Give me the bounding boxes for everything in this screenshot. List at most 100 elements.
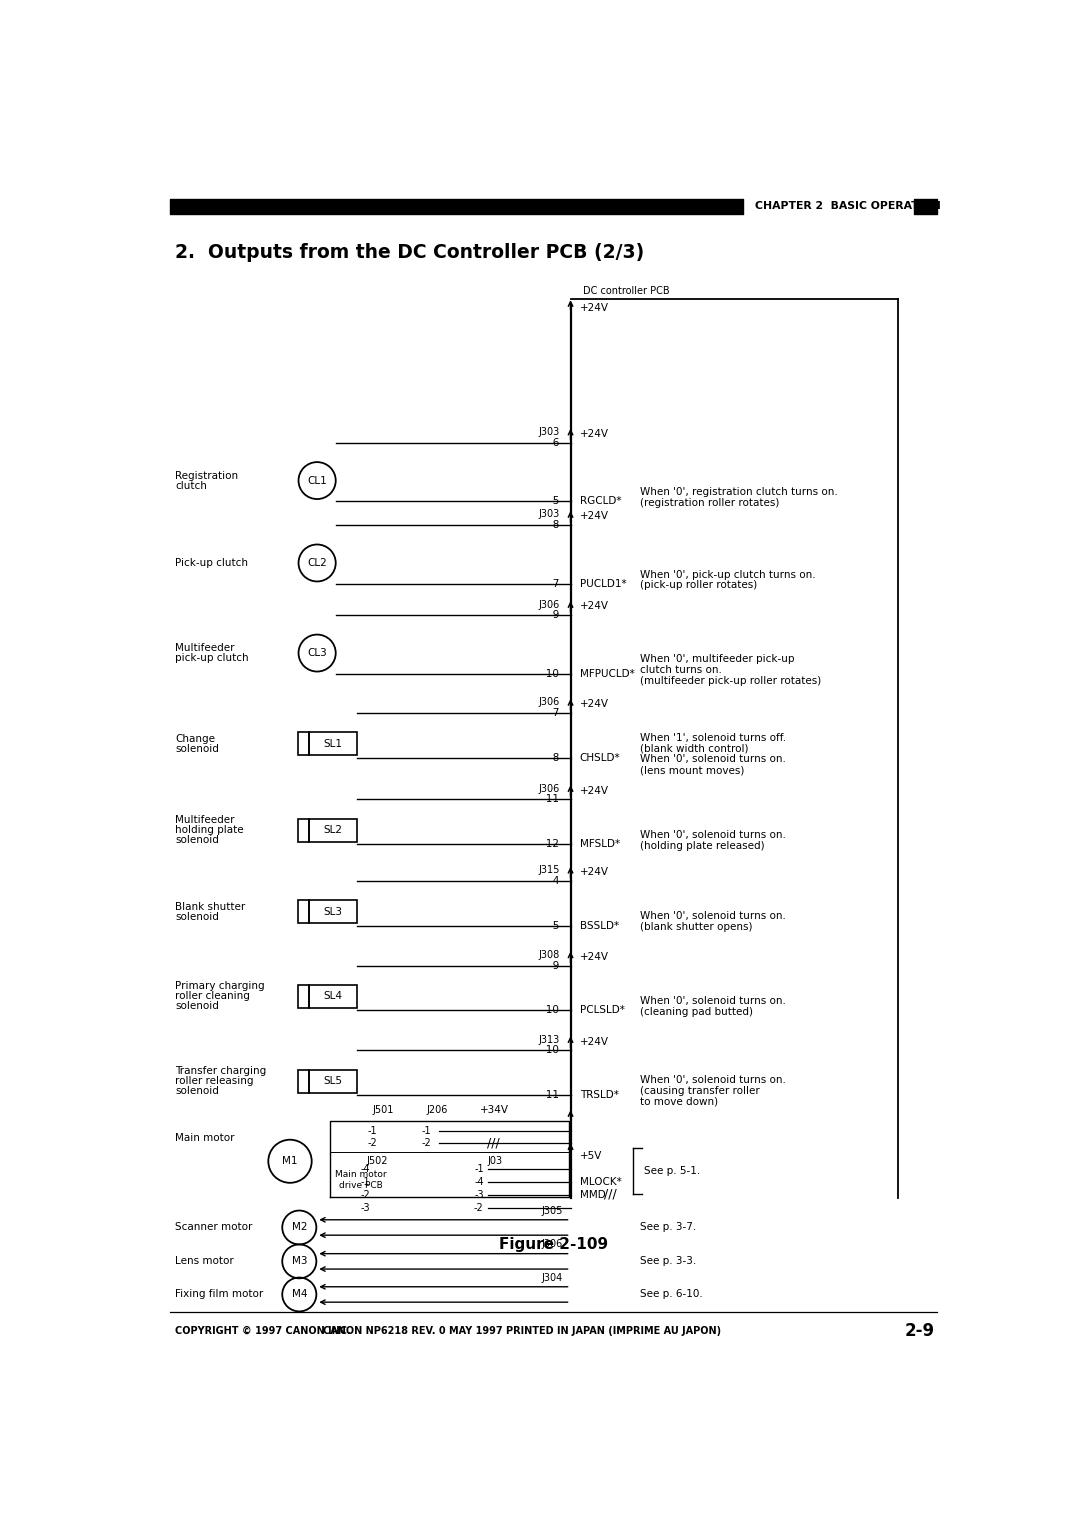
Text: CL3: CL3 — [307, 648, 327, 659]
Text: 2-9: 2-9 — [905, 1322, 935, 1340]
Text: CL2: CL2 — [307, 558, 327, 568]
Text: TRSLD*: TRSLD* — [580, 1089, 619, 1100]
Text: Scanner motor: Scanner motor — [175, 1222, 253, 1233]
Text: Main motor: Main motor — [175, 1134, 234, 1143]
Text: CANON NP6218 REV. 0 MAY 1997 PRINTED IN JAPAN (IMPRIME AU JAPON): CANON NP6218 REV. 0 MAY 1997 PRINTED IN … — [323, 1326, 721, 1335]
Text: +24V: +24V — [580, 602, 609, 611]
Text: J304: J304 — [541, 1273, 563, 1282]
Text: Transfer charging: Transfer charging — [175, 1067, 267, 1076]
Text: When '1', solenoid turns off.: When '1', solenoid turns off. — [640, 733, 786, 743]
Bar — [309, 1070, 356, 1093]
Text: PCLSLD*: PCLSLD* — [580, 1005, 624, 1015]
Text: roller releasing: roller releasing — [175, 1076, 254, 1086]
Text: BSSLD*: BSSLD* — [580, 921, 619, 931]
Text: 2.  Outputs from the DC Controller PCB (2/3): 2. Outputs from the DC Controller PCB (2… — [175, 243, 645, 263]
Text: J306: J306 — [541, 1239, 563, 1250]
Text: When '0', registration clutch turns on.: When '0', registration clutch turns on. — [640, 487, 838, 497]
Text: Main motor
drive PCB: Main motor drive PCB — [336, 1170, 387, 1190]
Text: J206: J206 — [427, 1105, 448, 1115]
Text: Multifeeder: Multifeeder — [175, 643, 234, 652]
Text: +24V: +24V — [580, 952, 609, 961]
Text: pick-up clutch: pick-up clutch — [175, 652, 248, 663]
Text: J303: J303 — [539, 509, 559, 520]
Text: -8: -8 — [550, 753, 559, 762]
Text: J303: J303 — [539, 426, 559, 437]
Text: ///: /// — [487, 1137, 499, 1149]
Text: (causing transfer roller: (causing transfer roller — [640, 1086, 760, 1096]
Text: J313: J313 — [539, 1034, 559, 1045]
Text: (lens mount moves): (lens mount moves) — [640, 766, 745, 775]
Text: SL5: SL5 — [323, 1076, 342, 1086]
Text: -8: -8 — [550, 520, 559, 530]
Text: -11: -11 — [543, 795, 559, 804]
Bar — [298, 986, 309, 1008]
Text: +24V: +24V — [580, 303, 609, 313]
Bar — [309, 732, 356, 755]
Text: solenoid: solenoid — [175, 836, 219, 845]
Text: (holding plate released): (holding plate released) — [640, 840, 765, 851]
Text: -10: -10 — [543, 1005, 559, 1015]
Text: -1: -1 — [367, 1126, 377, 1137]
Text: Pick-up clutch: Pick-up clutch — [175, 558, 248, 568]
Text: -4: -4 — [550, 876, 559, 886]
Text: J315: J315 — [538, 865, 559, 876]
Text: RGCLD*: RGCLD* — [580, 497, 621, 506]
Text: M2: M2 — [292, 1222, 307, 1233]
Text: SL4: SL4 — [323, 992, 342, 1001]
Text: +24V: +24V — [580, 866, 609, 877]
Text: solenoid: solenoid — [175, 912, 219, 921]
Text: -10: -10 — [543, 669, 559, 678]
Text: J03: J03 — [488, 1155, 503, 1166]
Text: CHSLD*: CHSLD* — [580, 753, 621, 762]
Text: MFPUCLD*: MFPUCLD* — [580, 669, 635, 678]
Text: -2: -2 — [474, 1203, 484, 1213]
Text: When '0', solenoid turns on.: When '0', solenoid turns on. — [640, 1076, 786, 1085]
Text: holding plate: holding plate — [175, 825, 244, 836]
Text: +24V: +24V — [580, 700, 609, 709]
Text: When '0', multifeeder pick-up: When '0', multifeeder pick-up — [640, 654, 795, 665]
Text: See p. 5-1.: See p. 5-1. — [644, 1166, 701, 1177]
Text: -7: -7 — [550, 707, 559, 718]
Text: ///: /// — [605, 1187, 618, 1199]
Text: J502: J502 — [366, 1155, 388, 1166]
Text: M4: M4 — [292, 1290, 307, 1299]
Text: +5V: +5V — [580, 1151, 603, 1161]
Text: CL1: CL1 — [307, 475, 327, 486]
Bar — [298, 900, 309, 923]
Text: When '0', solenoid turns on.: When '0', solenoid turns on. — [640, 755, 786, 764]
Text: PUCLD1*: PUCLD1* — [580, 579, 626, 588]
Bar — [298, 819, 309, 842]
Text: clutch: clutch — [175, 481, 207, 490]
Text: (multifeeder pick-up roller rotates): (multifeeder pick-up roller rotates) — [640, 675, 822, 686]
Text: Lens motor: Lens motor — [175, 1256, 234, 1267]
Text: -1: -1 — [361, 1177, 370, 1187]
Text: Multifeeder: Multifeeder — [175, 814, 234, 825]
Text: -9: -9 — [550, 961, 559, 970]
Text: (cleaning pad butted): (cleaning pad butted) — [640, 1007, 754, 1016]
Text: Fixing film motor: Fixing film motor — [175, 1290, 264, 1299]
Text: (blank width control): (blank width control) — [640, 744, 748, 753]
Text: to move down): to move down) — [640, 1097, 718, 1106]
Text: Blank shutter: Blank shutter — [175, 902, 245, 912]
Text: When '0', solenoid turns on.: When '0', solenoid turns on. — [640, 830, 786, 840]
Text: -5: -5 — [550, 497, 559, 506]
Text: See p. 6-10.: See p. 6-10. — [640, 1290, 703, 1299]
Text: clutch turns on.: clutch turns on. — [640, 665, 723, 675]
Text: J305: J305 — [541, 1206, 563, 1216]
Text: M3: M3 — [292, 1256, 307, 1267]
Text: +24V: +24V — [580, 785, 609, 796]
Text: solenoid: solenoid — [175, 1001, 219, 1012]
Text: MMD: MMD — [580, 1190, 606, 1199]
Text: -5: -5 — [550, 921, 559, 931]
Text: -10: -10 — [543, 1045, 559, 1056]
Text: When '0', pick-up clutch turns on.: When '0', pick-up clutch turns on. — [640, 570, 815, 579]
Text: J306: J306 — [539, 784, 559, 793]
Text: J306: J306 — [539, 599, 559, 610]
Text: solenoid: solenoid — [175, 744, 219, 753]
Text: -4: -4 — [474, 1177, 484, 1187]
Text: SL1: SL1 — [323, 740, 342, 749]
Text: -1: -1 — [421, 1126, 431, 1137]
Text: DC controller PCB: DC controller PCB — [583, 286, 670, 296]
Text: Registration: Registration — [175, 471, 239, 481]
Text: -12: -12 — [543, 839, 559, 850]
